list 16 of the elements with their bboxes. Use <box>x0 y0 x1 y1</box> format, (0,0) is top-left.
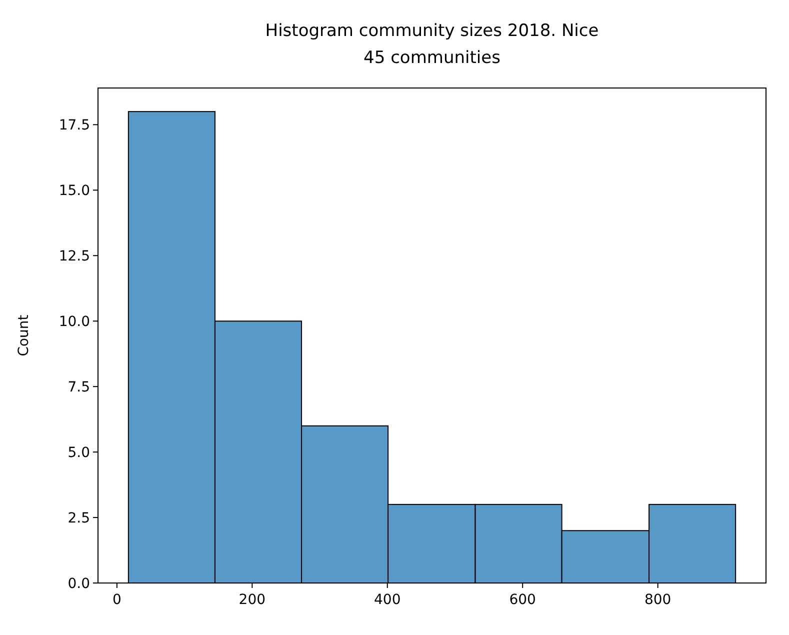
y-tick-label: 12.5 <box>58 248 90 265</box>
x-tick-label: 600 <box>509 592 536 608</box>
chart-title: Histogram community sizes 2018. Nice <box>265 21 599 41</box>
y-axis-title: Count <box>16 314 32 356</box>
x-tick-label: 0 <box>112 592 122 608</box>
y-tick-label: 15.0 <box>58 183 90 200</box>
y-tick-label: 0.0 <box>68 576 90 592</box>
y-tick-label: 2.5 <box>68 510 90 526</box>
y-tick-label: 7.5 <box>68 379 90 396</box>
y-tick-label: 10.0 <box>58 314 90 330</box>
chart-subtitle: 45 communities <box>364 48 501 68</box>
y-tick-label: 5.0 <box>68 444 90 461</box>
x-tick-label: 800 <box>644 592 672 608</box>
x-tick-label: 400 <box>374 592 401 608</box>
y-tick-label: 17.5 <box>58 118 90 134</box>
x-tick-label: 200 <box>238 592 266 608</box>
